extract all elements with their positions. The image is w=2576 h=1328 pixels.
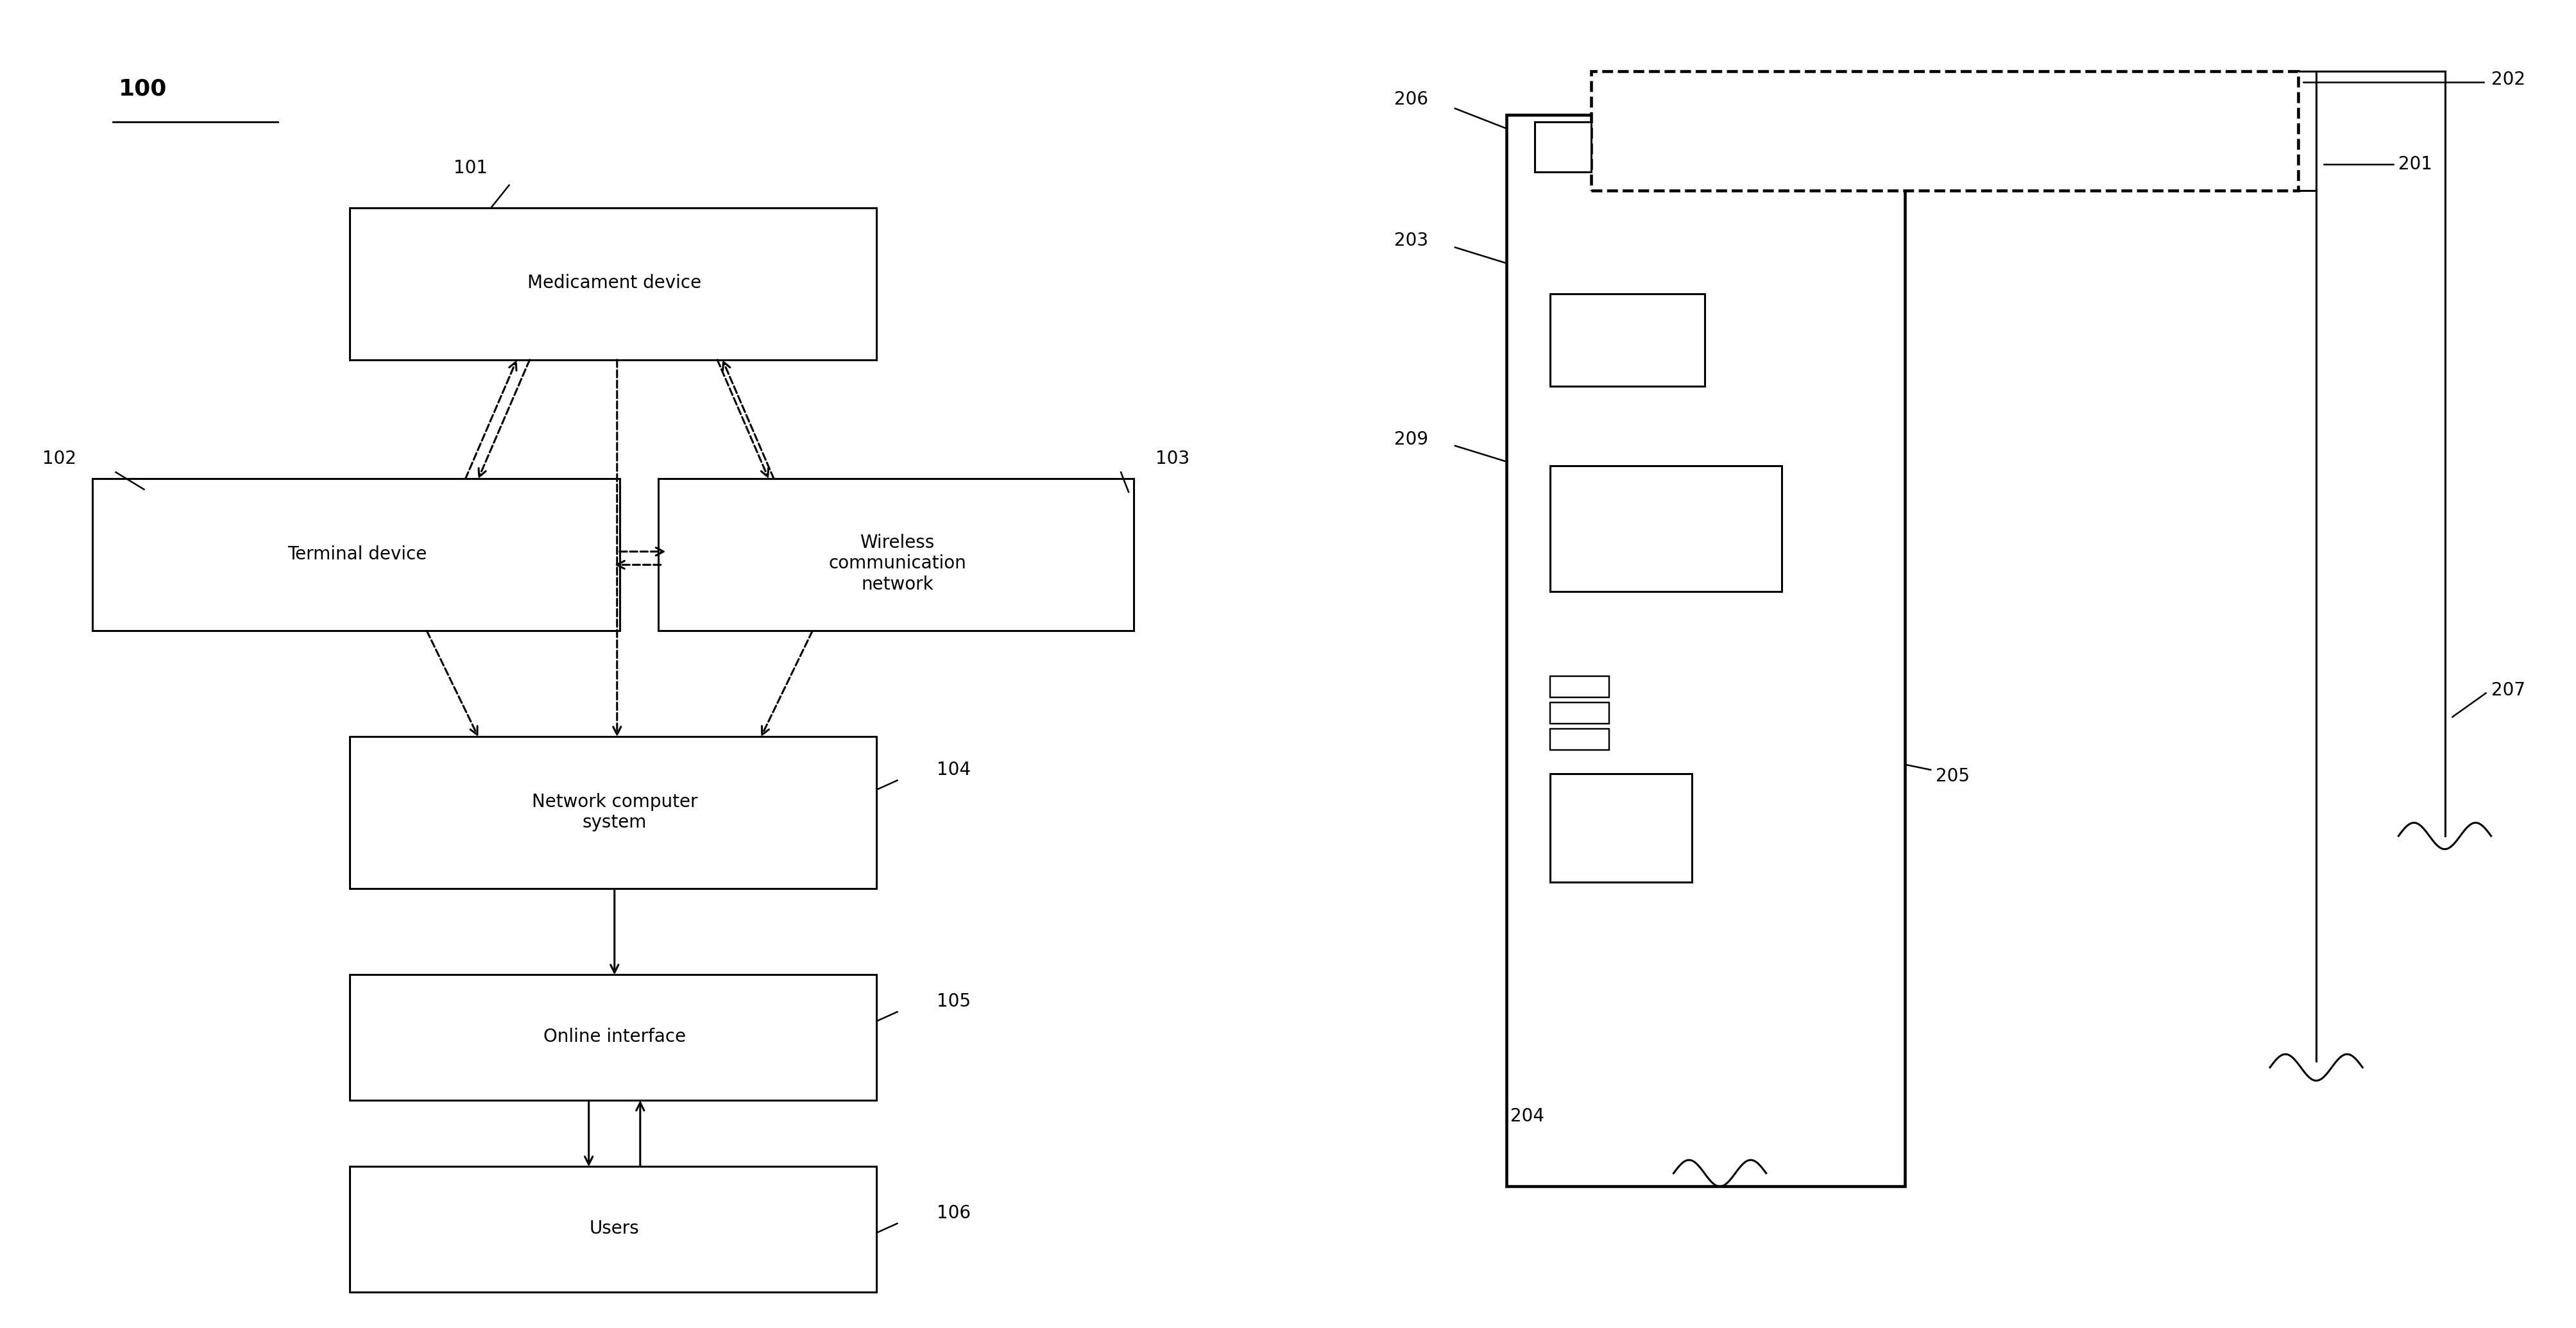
Bar — [659, 479, 1133, 631]
Bar — [1551, 466, 1783, 591]
Text: Network computer
system: Network computer system — [531, 793, 698, 831]
Text: 203: 203 — [1394, 232, 1430, 250]
Text: 104: 104 — [938, 761, 971, 778]
Text: 105: 105 — [938, 992, 971, 1011]
Text: 202: 202 — [2491, 70, 2524, 89]
Text: 106: 106 — [938, 1204, 971, 1222]
Bar — [1551, 703, 1610, 724]
Bar — [350, 1166, 876, 1292]
Text: 209: 209 — [1394, 430, 1430, 448]
Bar — [1551, 676, 1610, 697]
Text: 206: 206 — [1394, 90, 1430, 108]
Bar — [1551, 774, 1692, 882]
Text: 100: 100 — [118, 78, 167, 100]
Bar — [93, 479, 621, 631]
Text: Online interface: Online interface — [544, 1028, 685, 1046]
Bar — [1551, 293, 1705, 386]
Text: Medicament device: Medicament device — [528, 274, 701, 292]
Text: 103: 103 — [1154, 450, 1190, 467]
Bar — [1551, 729, 1610, 750]
Text: Users: Users — [590, 1220, 639, 1238]
Bar — [350, 737, 876, 888]
Bar — [1535, 122, 1592, 171]
Text: 201: 201 — [2398, 155, 2432, 173]
Text: 101: 101 — [453, 159, 487, 177]
Text: 204: 204 — [1510, 1108, 1543, 1125]
Bar — [1592, 72, 2298, 190]
Bar — [1507, 116, 1906, 1186]
Text: 205: 205 — [1935, 768, 1971, 785]
Text: Terminal device: Terminal device — [289, 546, 428, 563]
Bar — [350, 975, 876, 1101]
Text: 207: 207 — [2491, 681, 2524, 700]
Text: Wireless
communication
network: Wireless communication network — [829, 534, 966, 594]
Bar — [350, 207, 876, 360]
Text: 102: 102 — [41, 450, 77, 467]
